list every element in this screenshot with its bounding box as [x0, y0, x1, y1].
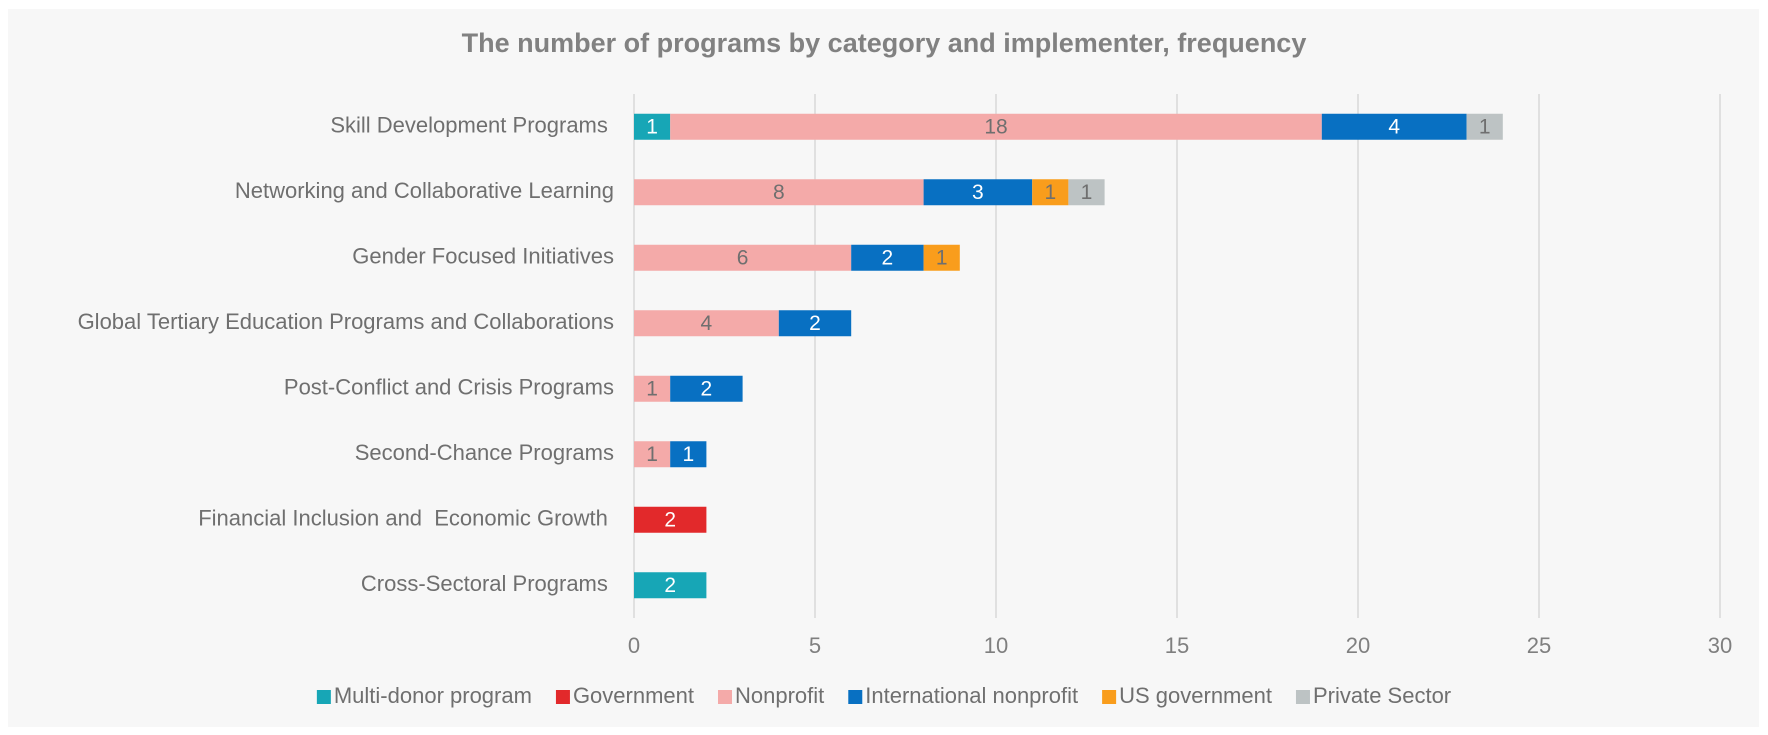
bar-segment — [634, 506, 707, 533]
legend-swatch — [848, 690, 863, 704]
data-label: 6 — [737, 246, 749, 269]
data-label: 1 — [646, 115, 658, 138]
legend-label: Nonprofit — [735, 683, 824, 708]
data-label: 1 — [1479, 115, 1491, 138]
legend-swatch — [316, 690, 331, 704]
data-label: 2 — [882, 246, 894, 269]
bar-segment — [1466, 113, 1503, 140]
bar-segment — [634, 441, 671, 468]
bar-segment — [851, 244, 924, 271]
bar-segment — [670, 375, 743, 402]
chart-title: The number of programs by category and i… — [462, 28, 1307, 58]
bar-segment — [634, 113, 671, 140]
x-tick-label: 10 — [984, 633, 1008, 658]
bar-segment — [1032, 179, 1069, 206]
bar-segment — [923, 244, 960, 271]
data-label: 2 — [664, 508, 676, 531]
data-label: 1 — [646, 377, 658, 400]
legend-label: Multi-donor program — [334, 683, 532, 708]
bar-segment — [1068, 179, 1105, 206]
data-label: 2 — [809, 312, 821, 335]
bar-segment — [923, 179, 1033, 206]
x-tick-label: 0 — [628, 633, 640, 658]
y-tick-label: Networking and Collaborative Learning — [235, 178, 614, 203]
bar-segment — [634, 310, 779, 337]
x-tick-label: 15 — [1165, 633, 1189, 658]
y-tick-label: Second-Chance Programs — [355, 440, 614, 465]
legend-swatch — [718, 690, 732, 704]
y-tick-label: Skill Development Programs — [330, 113, 614, 138]
bar-segment — [670, 113, 1322, 140]
data-label: 1 — [646, 443, 658, 466]
data-label: 1 — [682, 443, 694, 466]
data-label: 4 — [701, 312, 713, 335]
bar-segment — [634, 244, 852, 271]
bar-segment — [670, 441, 707, 468]
data-label: 3 — [972, 181, 984, 204]
data-label: 1 — [936, 246, 948, 269]
y-tick-label: Gender Focused Initiatives — [352, 244, 614, 269]
y-tick-label: Global Tertiary Education Programs and C… — [78, 309, 614, 334]
data-label: 1 — [1081, 181, 1093, 204]
data-label: 4 — [1388, 115, 1400, 138]
bar-segment — [634, 572, 707, 599]
x-tick-label: 5 — [809, 633, 821, 658]
bar-segment — [778, 310, 852, 337]
legend-swatch — [555, 690, 570, 704]
data-label: 1 — [1044, 181, 1056, 204]
y-tick-label: Cross-Sectoral Programs — [361, 571, 614, 596]
data-label: 8 — [773, 181, 785, 204]
data-label: 2 — [664, 574, 676, 597]
y-tick-label: Post-Conflict and Crisis Programs — [284, 375, 614, 400]
data-label: 18 — [984, 115, 1007, 138]
legend-swatch — [1102, 690, 1117, 704]
legend-label: Private Sector — [1313, 683, 1451, 708]
bar-segment — [634, 375, 671, 402]
legend-label: Government — [573, 683, 694, 708]
data-label: 2 — [701, 377, 713, 400]
bar-segment — [1321, 113, 1467, 140]
legend-swatch — [1295, 690, 1310, 704]
x-tick-label: 30 — [1708, 633, 1732, 658]
x-tick-label: 25 — [1527, 633, 1551, 658]
x-tick-label: 20 — [1346, 633, 1370, 658]
legend-label: US government — [1119, 683, 1272, 708]
legend-label: International nonprofit — [865, 683, 1078, 708]
bar-segment — [634, 179, 924, 206]
y-tick-label: Financial Inclusion and Economic Growth — [198, 506, 614, 531]
